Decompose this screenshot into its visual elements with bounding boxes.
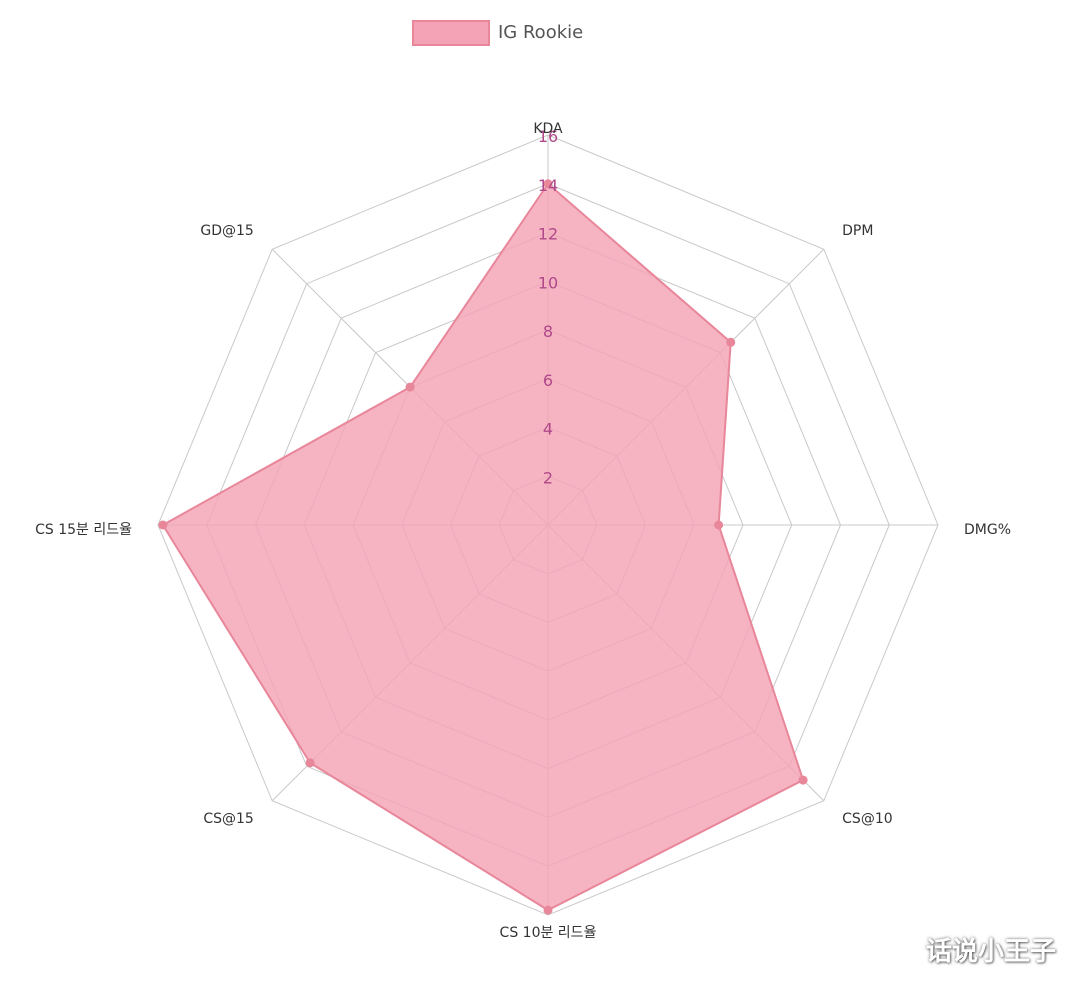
data-point: [405, 382, 415, 392]
axis-label: KDA: [533, 121, 563, 137]
data-point: [305, 758, 315, 768]
axis-label: CS 15분 리드율: [35, 522, 132, 538]
tick-label: 2: [543, 468, 553, 487]
axis-label: CS@15: [203, 811, 253, 827]
tick-label: 4: [543, 420, 553, 439]
tick-label: 6: [543, 371, 553, 390]
axis-label: CS@10: [842, 811, 892, 827]
legend-label[interactable]: IG Rookie: [498, 22, 584, 43]
axis-label: GD@15: [200, 223, 253, 239]
data-point: [714, 520, 724, 530]
series-area: [161, 182, 805, 912]
radar-series: [158, 179, 808, 915]
axis-label: DMG%: [964, 522, 1011, 538]
data-point: [798, 775, 808, 785]
tick-label: 12: [538, 225, 558, 244]
axis-label: DPM: [842, 223, 873, 239]
tick-label: 8: [543, 322, 553, 341]
tick-label: 10: [538, 273, 558, 292]
legend-swatch[interactable]: [412, 20, 490, 46]
tick-label: 16: [538, 127, 558, 146]
data-point: [543, 905, 553, 915]
axis-label: CS 10분 리드율: [500, 925, 597, 941]
data-point: [726, 337, 736, 347]
data-point: [543, 179, 553, 189]
watermark: 话说小王子: [925, 937, 1056, 967]
data-point: [158, 520, 168, 530]
tick-label: 14: [538, 176, 558, 195]
